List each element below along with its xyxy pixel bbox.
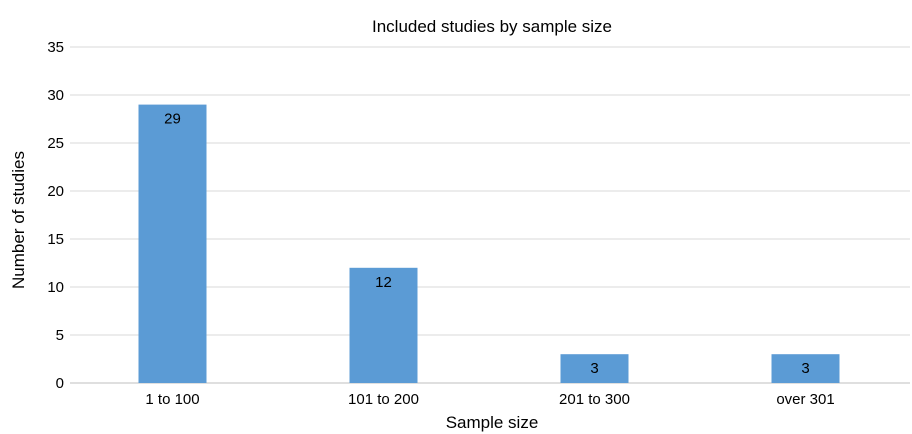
y-tick-label: 5 [56, 327, 64, 344]
data-label: 29 [164, 111, 181, 128]
chart-title: Included studies by sample size [372, 17, 612, 36]
x-tick-label: over 301 [776, 391, 834, 408]
bar [138, 104, 207, 383]
y-tick-label: 10 [47, 279, 64, 296]
x-tick-label: 201 to 300 [559, 391, 630, 408]
y-tick-label: 20 [47, 183, 64, 200]
x-tick-label: 101 to 200 [348, 391, 419, 408]
x-axis-title: Sample size [446, 413, 539, 432]
y-tick-label: 0 [56, 375, 64, 392]
y-tick-label: 30 [47, 87, 64, 104]
bars [138, 104, 840, 383]
y-axis-ticks: 0 5 10 15 20 25 30 35 [47, 39, 64, 392]
data-labels: 29 12 3 3 [164, 111, 810, 378]
bar [560, 354, 629, 383]
x-axis-ticks: 1 to 100 101 to 200 201 to 300 over 301 [145, 391, 834, 408]
y-axis-title: Number of studies [9, 151, 28, 289]
gridlines [70, 46, 910, 384]
data-label: 3 [801, 360, 809, 377]
y-tick-label: 35 [47, 39, 64, 56]
data-label: 3 [590, 360, 598, 377]
y-tick-label: 15 [47, 231, 64, 248]
data-label: 12 [375, 274, 392, 291]
x-tick-label: 1 to 100 [145, 391, 199, 408]
bar [349, 267, 418, 383]
bar [771, 354, 840, 383]
y-tick-label: 25 [47, 135, 64, 152]
